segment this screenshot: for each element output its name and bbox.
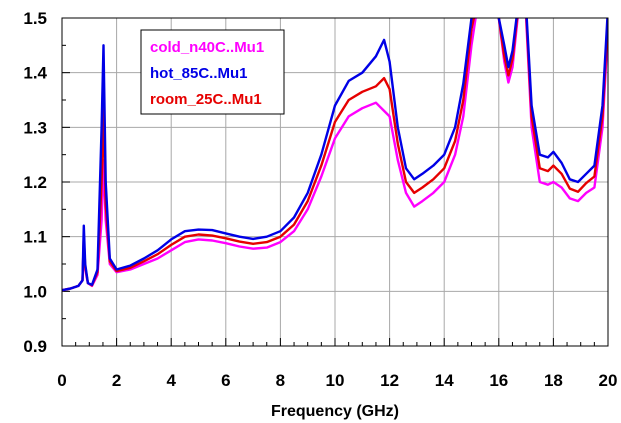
legend-box (140, 29, 285, 115)
x-tick-label: 6 (221, 371, 230, 390)
legend-entry: hot_85C..Mu1 (150, 65, 248, 82)
x-tick-label: 14 (435, 371, 454, 390)
legend-entry: cold_n40C..Mu1 (150, 39, 264, 56)
y-tick-label: 1.2 (23, 173, 47, 192)
x-tick-label: 10 (326, 371, 345, 390)
plot-frame (61, 17, 609, 347)
y-tick-labels: 0.9 1.0 1.1 1.2 1.3 1.4 1.5 (23, 9, 47, 356)
x-tick-label: 0 (57, 371, 66, 390)
x-tick-label: 20 (599, 371, 618, 390)
x-tick-labels: 0 2 4 6 8 10 12 14 16 18 20 (57, 371, 617, 390)
y-tick-label: 1.3 (23, 118, 47, 137)
y-tick-label: 0.9 (23, 337, 47, 356)
x-tick-label: 4 (166, 371, 176, 390)
x-axis-title: Frequency (GHz) (271, 403, 399, 420)
y-tick-label: 1.0 (23, 282, 47, 301)
x-tick-label: 12 (380, 371, 399, 390)
y-tick-label: 1.1 (23, 228, 47, 247)
x-tick-label: 2 (112, 371, 121, 390)
y-tick-label: 1.4 (23, 64, 47, 83)
series-line-hot_85C..Mu1 (62, 18, 608, 292)
x-tick-label: 18 (544, 371, 563, 390)
x-tick-label: 16 (489, 371, 508, 390)
series-lines (62, 18, 608, 292)
x-tick-label: 8 (276, 371, 285, 390)
legend: cold_n40C..Mu1 hot_85C..Mu1 room_25C..Mu1 (140, 29, 285, 115)
legend-entry: room_25C..Mu1 (150, 91, 262, 108)
y-tick-label: 1.5 (23, 9, 47, 28)
